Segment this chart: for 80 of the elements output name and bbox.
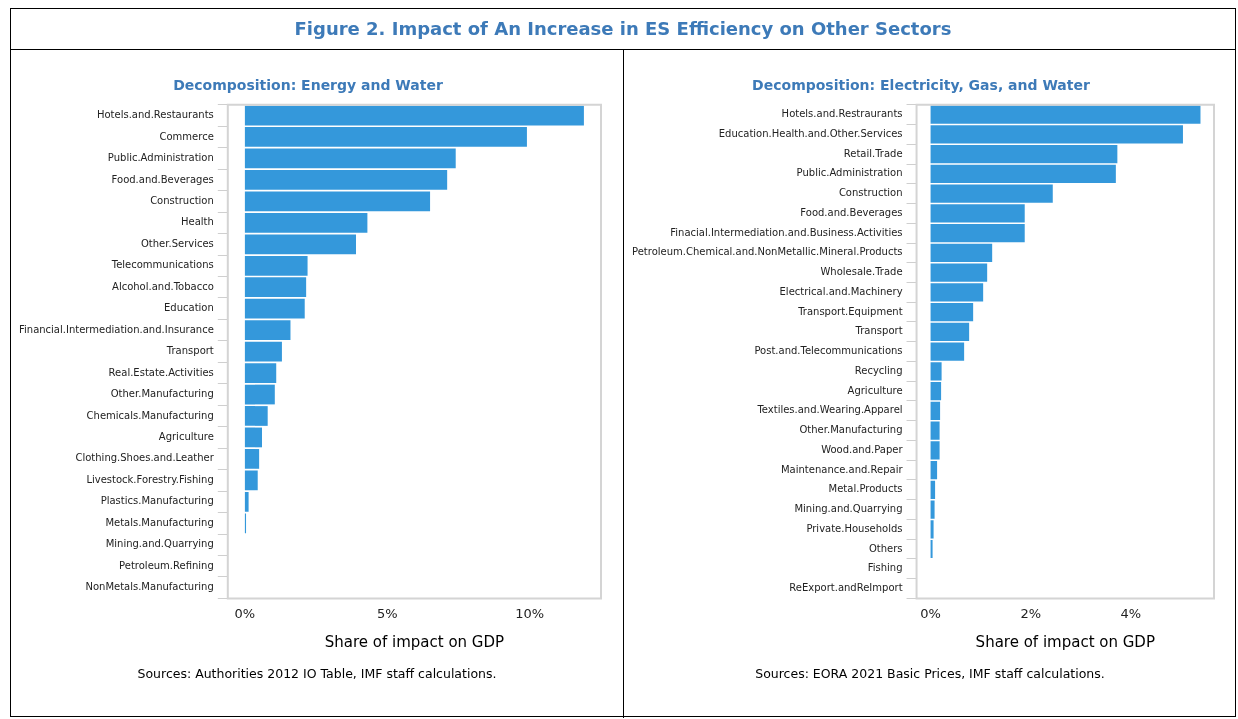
bar [930, 145, 1118, 164]
x-axis-title: Share of impact on GDP [975, 632, 1155, 651]
bar [244, 170, 448, 190]
bar [930, 164, 1116, 183]
y-tick-label: Food.and.Beverages [800, 206, 903, 218]
bar [244, 341, 282, 362]
bar [930, 382, 942, 401]
x-tick-label: 0% [234, 605, 256, 621]
y-tick-label: Financial.Intermediation.and.Insurance [18, 323, 214, 335]
y-tick-label: Telecommunications [110, 259, 214, 271]
bar [930, 322, 970, 341]
y-tick-label: Metal.Products [828, 483, 903, 495]
bar [244, 406, 268, 426]
y-tick-label: Education.Health.and.Other.Services [718, 128, 903, 140]
bar [244, 191, 431, 212]
y-tick-label: Post.and.Telecommunications [754, 345, 903, 357]
y-tick-label: Alcohol.and.Tobacco [112, 280, 214, 292]
y-tick-label: Other.Services [140, 237, 214, 249]
y-tick-label: Mining.and.Quarrying [794, 503, 903, 515]
y-tick-label: Hotels.and.Restaurants [96, 109, 214, 121]
y-tick-label: Textiles.and.Wearing.Apparel [756, 404, 903, 416]
y-tick-label: Recycling [854, 364, 903, 376]
y-tick-label: Agriculture [158, 431, 214, 443]
y-tick-label: Health [180, 216, 214, 228]
y-tick-label: Transport [854, 325, 903, 337]
x-axis-title: Share of impact on GDP [324, 632, 505, 651]
y-tick-label: Wholesale.Trade [820, 266, 903, 278]
bar [244, 363, 277, 383]
y-tick-label: Clothing.Shoes.and.Leather [75, 452, 215, 464]
y-tick-label: Mining.and.Quarrying [105, 538, 214, 550]
bar [244, 384, 275, 405]
y-tick-label: Others [868, 542, 903, 554]
y-tick-label: Agriculture [847, 384, 903, 396]
source-note: Sources: Authorities 2012 IO Table, IMF staff calculations. [136, 666, 498, 681]
y-tick-label: Transport.Equipment [797, 305, 903, 317]
y-tick-label: Commerce [159, 130, 214, 142]
y-tick-label: Plastics.Manufacturing [100, 495, 214, 507]
y-tick-label: Metals.Manufacturing [105, 516, 214, 528]
y-tick-label: Retail.Trade [843, 147, 903, 159]
chart-subtitle: Decomposition: Energy and Water [173, 77, 443, 94]
bar [244, 127, 527, 147]
bar [244, 105, 584, 126]
y-tick-label: Fishing [867, 562, 903, 574]
x-tick-label: 10% [515, 605, 545, 621]
y-tick-label: Chemicals.Manufacturing [86, 409, 214, 421]
y-tick-label: Transport [165, 345, 214, 357]
source-note: Sources: EORA 2021 Basic Prices, IMF staff calculations. [754, 666, 1106, 681]
y-tick-label: Construction [838, 187, 903, 199]
y-tick-label: Construction [150, 194, 214, 206]
y-tick-label: Private.Households [806, 522, 903, 534]
y-tick-label: NonMetals.Manufacturing [85, 581, 214, 593]
y-tick-label: Wood.and.Paper [821, 443, 904, 455]
x-tick-label: 0% [920, 605, 941, 621]
y-tick-label: Electrical.and.Machinery [779, 285, 903, 297]
bar [930, 303, 974, 322]
y-tick-label: Livestock.Forestry.Fishing [86, 473, 214, 485]
bar [244, 427, 262, 448]
bar [930, 460, 938, 480]
bar [244, 148, 456, 169]
y-tick-label: Petroleum.Refining [119, 559, 214, 571]
x-tick-label: 4% [1120, 605, 1142, 621]
bar [930, 224, 1025, 243]
chart-title: Figure 2. Impact of An Increase in ES Efficiency on Other Sectors [11, 9, 1235, 50]
y-tick-label: Finacial.Intermediation.and.Business.Activities [670, 226, 903, 238]
y-tick-label: Petroleum.Chemical.and.NonMetallic.Mineral.Products [632, 246, 903, 258]
y-tick-label: Food.and.Beverages [111, 173, 214, 185]
y-tick-label: Other.Manufacturing [110, 388, 214, 400]
bar [930, 539, 933, 559]
bar [930, 243, 993, 262]
y-tick-label: ReExport.andReImport [789, 582, 903, 594]
chart-title: Decomposition: Electricity, Gas, and Water [752, 77, 1090, 94]
y-tick-label: Other.Manufacturing [799, 424, 903, 436]
y-tick-label: Public.Administration [107, 152, 214, 164]
y-tick-label: Education [164, 302, 214, 314]
y-tick-label: Hotels.and.Restraurants [781, 108, 903, 120]
x-tick-label: 5% [377, 605, 398, 621]
x-tick-label: 2% [1020, 605, 1042, 621]
y-tick-label: Public.Administration [796, 167, 903, 179]
y-tick-label: Real.Estate.Activities [108, 366, 214, 378]
y-tick-label: Maintenance.and.Repair [780, 463, 904, 475]
